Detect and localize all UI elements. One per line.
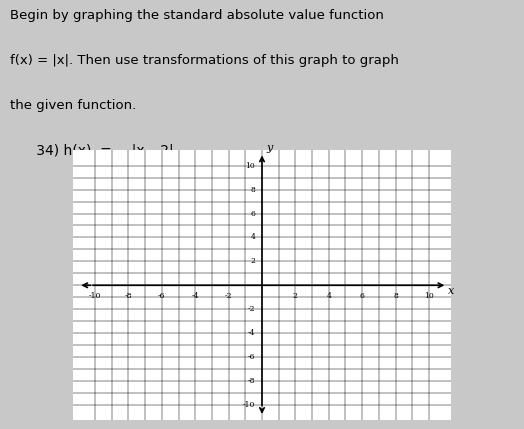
Text: -2: -2 xyxy=(248,305,255,313)
Text: 8: 8 xyxy=(393,292,398,300)
Text: -6: -6 xyxy=(158,292,166,300)
Text: -8: -8 xyxy=(125,292,132,300)
Text: -10: -10 xyxy=(89,292,101,300)
Text: -6: -6 xyxy=(248,353,255,361)
Text: -4: -4 xyxy=(191,292,199,300)
Text: 6: 6 xyxy=(250,209,255,218)
Text: Begin by graphing the standard absolute value function: Begin by graphing the standard absolute … xyxy=(10,9,385,21)
Text: 4: 4 xyxy=(326,292,331,300)
Text: 4: 4 xyxy=(250,233,255,242)
Text: -2: -2 xyxy=(225,292,232,300)
Text: 2: 2 xyxy=(250,257,255,266)
Text: 6: 6 xyxy=(359,292,365,300)
Text: 10: 10 xyxy=(424,292,434,300)
Text: 8: 8 xyxy=(250,186,255,193)
Text: -10: -10 xyxy=(243,401,255,409)
Text: x: x xyxy=(448,286,454,296)
Text: the given function.: the given function. xyxy=(10,99,137,112)
Text: 34) h(x)  =  – |x – 2|: 34) h(x) = – |x – 2| xyxy=(10,144,174,158)
Text: y: y xyxy=(266,142,272,153)
Text: f(x) = |x|. Then use transformations of this graph to graph: f(x) = |x|. Then use transformations of … xyxy=(10,54,399,66)
Text: -4: -4 xyxy=(248,329,255,337)
Text: 10: 10 xyxy=(246,162,255,170)
Text: 2: 2 xyxy=(293,292,298,300)
Text: -8: -8 xyxy=(248,377,255,385)
